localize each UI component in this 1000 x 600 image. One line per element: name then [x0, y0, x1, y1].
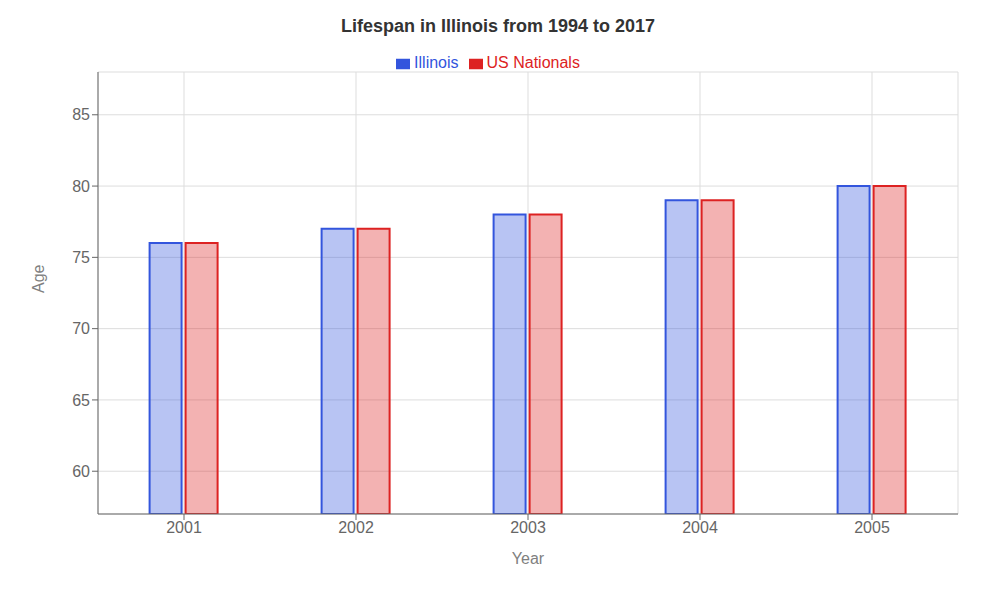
svg-text:60: 60: [72, 463, 90, 480]
svg-text:80: 80: [72, 178, 90, 195]
svg-text:2001: 2001: [166, 519, 202, 536]
html-text:Lifespan in Illinois from 1994: Lifespan in Illinois from 1994 to 2017: [340, 16, 655, 36]
svg-text:2002: 2002: [338, 519, 374, 536]
svg-text:2003: 2003: [510, 519, 546, 536]
svg-text:70: 70: [72, 320, 90, 337]
svg-text:75: 75: [72, 249, 90, 266]
html-text:Illinois: Illinois: [414, 54, 459, 71]
svg-text:Year: Year: [512, 550, 545, 567]
svg-text:2005: 2005: [854, 519, 890, 536]
svg-text:2004: 2004: [682, 519, 718, 536]
svg-text:85: 85: [72, 106, 90, 123]
svg-text:65: 65: [72, 392, 90, 409]
html-text:US Nationals: US Nationals: [486, 54, 580, 71]
svg-text:Age: Age: [30, 264, 47, 293]
